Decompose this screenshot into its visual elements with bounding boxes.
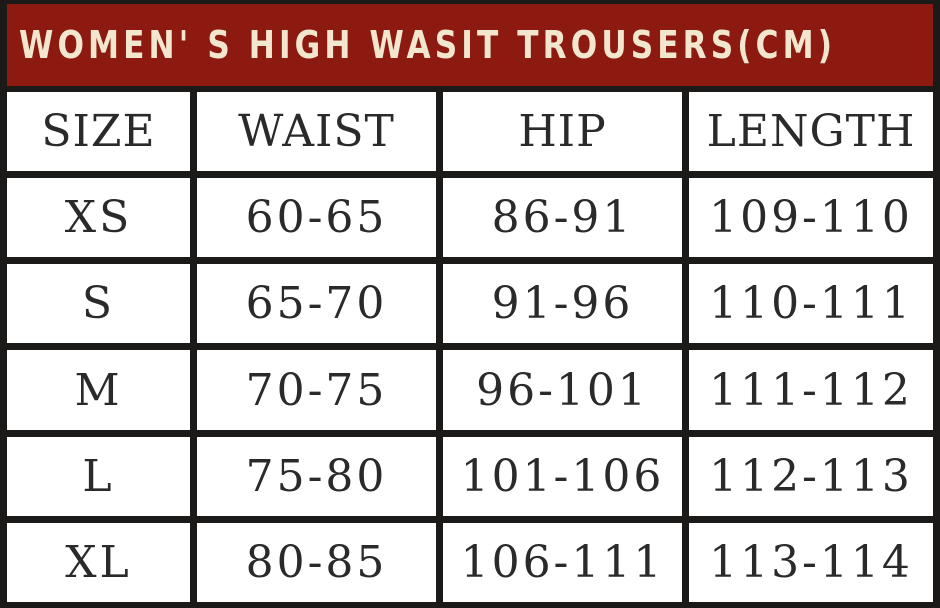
cell-hip: 91-96 xyxy=(443,264,682,344)
chart-title-text: WOMEN' S HIGH WASIT TROUSERS(CM) xyxy=(19,23,837,67)
cell-hip: 101-106 xyxy=(443,436,682,516)
column-header-hip: HIP xyxy=(443,92,682,172)
chart-title: WOMEN' S HIGH WASIT TROUSERS(CM) xyxy=(7,4,933,86)
cell-waist: 80-85 xyxy=(197,522,436,602)
cell-size: XS xyxy=(7,178,190,258)
column-header-length: LENGTH xyxy=(689,92,933,172)
cell-length: 110-111 xyxy=(689,264,933,344)
cell-waist: 60-65 xyxy=(197,178,436,258)
cell-length: 112-113 xyxy=(689,436,933,516)
cell-hip: 106-111 xyxy=(443,522,682,602)
column-header-size: SIZE xyxy=(7,92,190,172)
cell-waist: 75-80 xyxy=(197,436,436,516)
cell-hip: 86-91 xyxy=(443,178,682,258)
cell-size: S xyxy=(7,264,190,344)
cell-waist: 70-75 xyxy=(197,350,436,430)
cell-size: XL xyxy=(7,522,190,602)
cell-size: M xyxy=(7,350,190,430)
cell-length: 109-110 xyxy=(689,178,933,258)
column-header-waist: WAIST xyxy=(197,92,436,172)
cell-length: 111-112 xyxy=(689,350,933,430)
cell-length: 113-114 xyxy=(689,522,933,602)
cell-waist: 65-70 xyxy=(197,264,436,344)
size-table: SIZE WAIST HIP LENGTH XS 60-65 86-91 109-11… xyxy=(7,92,933,602)
cell-size: L xyxy=(7,436,190,516)
cell-hip: 96-101 xyxy=(443,350,682,430)
